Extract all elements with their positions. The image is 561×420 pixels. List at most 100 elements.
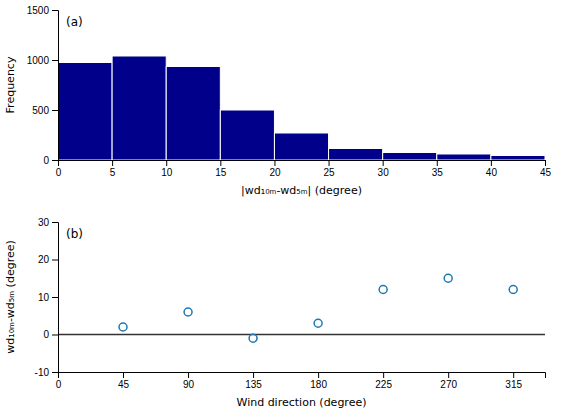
tick-mark <box>448 372 449 378</box>
plot-area <box>58 56 545 160</box>
tick: 20 <box>269 160 281 178</box>
point <box>444 274 452 282</box>
y-axis: 0 500 1000 1500 <box>27 5 59 166</box>
plot-area <box>58 274 545 342</box>
tick-label: 45 <box>118 379 130 390</box>
tick-label: 20 <box>38 254 50 265</box>
tick: 30 <box>38 217 58 228</box>
y-axis: -10 0 10 20 30 <box>35 217 59 378</box>
tick-mark <box>52 110 58 111</box>
tick: 10 <box>38 292 58 303</box>
tick-mark <box>437 160 438 166</box>
tick-label: 20 <box>269 167 281 178</box>
bar <box>274 133 328 160</box>
tick-label: 500 <box>32 105 49 116</box>
tick-mark <box>123 372 124 378</box>
panel: 051015202530354045050010001500|wd₁₀ₘ-wd₅… <box>4 5 551 197</box>
tick-mark <box>274 160 275 166</box>
bar <box>166 67 220 161</box>
tick: 0 <box>43 329 58 340</box>
tick: 1000 <box>27 55 58 66</box>
tick: 0 <box>43 155 58 166</box>
tick: -10 <box>35 367 58 378</box>
tick: 45 <box>540 160 552 178</box>
tick-mark <box>513 372 514 378</box>
reference-line <box>58 334 545 336</box>
tick-label: 1000 <box>27 55 50 66</box>
y-axis-line <box>52 11 59 161</box>
tick-mark <box>52 260 58 261</box>
tick: 40 <box>486 160 498 178</box>
tick-label: 315 <box>505 379 522 390</box>
tick-mark <box>545 160 546 166</box>
figure: 051015202530354045050010001500|wd₁₀ₘ-wd₅… <box>0 0 561 420</box>
tick-mark <box>52 335 58 336</box>
tick: 225 <box>375 372 392 390</box>
tick-label: 180 <box>310 379 327 390</box>
tick-label: 0 <box>56 379 62 390</box>
point <box>119 323 127 331</box>
tick: 0 <box>56 160 62 178</box>
tick-label: 10 <box>161 167 173 178</box>
bar <box>383 153 437 161</box>
tick-label: 0 <box>56 167 62 178</box>
tick: 90 <box>183 372 195 390</box>
tick: 315 <box>505 372 522 390</box>
bar <box>112 56 166 160</box>
panel: 0 45 90 135 180 225 270 315 -10 0 10 20 30 Wind direc… <box>4 217 546 409</box>
x-axis-title: |wd₁₀ₘ-wd₅ₘ| (degree) <box>241 184 362 197</box>
tick-mark <box>188 372 189 378</box>
tick: 0 <box>56 372 62 390</box>
tick-mark <box>52 372 58 373</box>
tick-mark <box>383 160 384 166</box>
tick: 500 <box>32 105 58 116</box>
tick-mark <box>491 160 492 166</box>
tick-label: 0 <box>43 329 49 340</box>
tick-mark <box>112 160 113 166</box>
tick-label: 225 <box>375 379 392 390</box>
tick-label: 30 <box>38 217 50 228</box>
x-axis: 051015202530354045 <box>56 160 552 178</box>
tick: 10 <box>161 160 173 178</box>
point <box>314 319 322 327</box>
tick-label: 30 <box>378 167 390 178</box>
tick-label: 15 <box>215 167 227 178</box>
tick-label: 10 <box>38 292 50 303</box>
tick-label: 35 <box>432 167 444 178</box>
x-axis-line <box>59 373 546 379</box>
tick-mark <box>383 372 384 378</box>
tick-label: -10 <box>35 367 50 378</box>
tick-label: 1500 <box>27 5 50 16</box>
point <box>249 334 257 342</box>
tick-mark <box>318 372 319 378</box>
tick-label: 135 <box>245 379 262 390</box>
tick: 5 <box>110 160 116 178</box>
bar <box>58 63 112 161</box>
tick: 180 <box>310 372 327 390</box>
annotation: (a) <box>66 15 83 29</box>
tick-mark <box>52 10 58 11</box>
tick-label: 40 <box>486 167 498 178</box>
tick-label: 5 <box>110 167 116 178</box>
tick-mark <box>52 160 58 161</box>
bar <box>329 149 383 161</box>
tick: 30 <box>378 160 390 178</box>
bar <box>437 154 491 160</box>
tick-mark <box>329 160 330 166</box>
y-axis-title: wd₁₀ₘ-wd₅ₘ (degree) <box>4 240 17 354</box>
tick-label: 0 <box>43 155 49 166</box>
tick: 270 <box>440 372 457 390</box>
x-axis: 0 45 90 135 180 225 270 315 <box>56 372 546 390</box>
tick: 15 <box>215 160 227 178</box>
point <box>379 286 387 294</box>
tick: 35 <box>432 160 444 178</box>
tick-label: 270 <box>440 379 457 390</box>
tick: 20 <box>38 254 58 265</box>
x-axis-title: Wind direction (degree) <box>237 396 367 409</box>
tick-label: 90 <box>183 379 195 390</box>
tick-mark <box>52 60 58 61</box>
tick-mark <box>52 222 58 223</box>
annotation: (b) <box>66 227 83 241</box>
point <box>184 308 192 316</box>
bar <box>220 110 274 160</box>
